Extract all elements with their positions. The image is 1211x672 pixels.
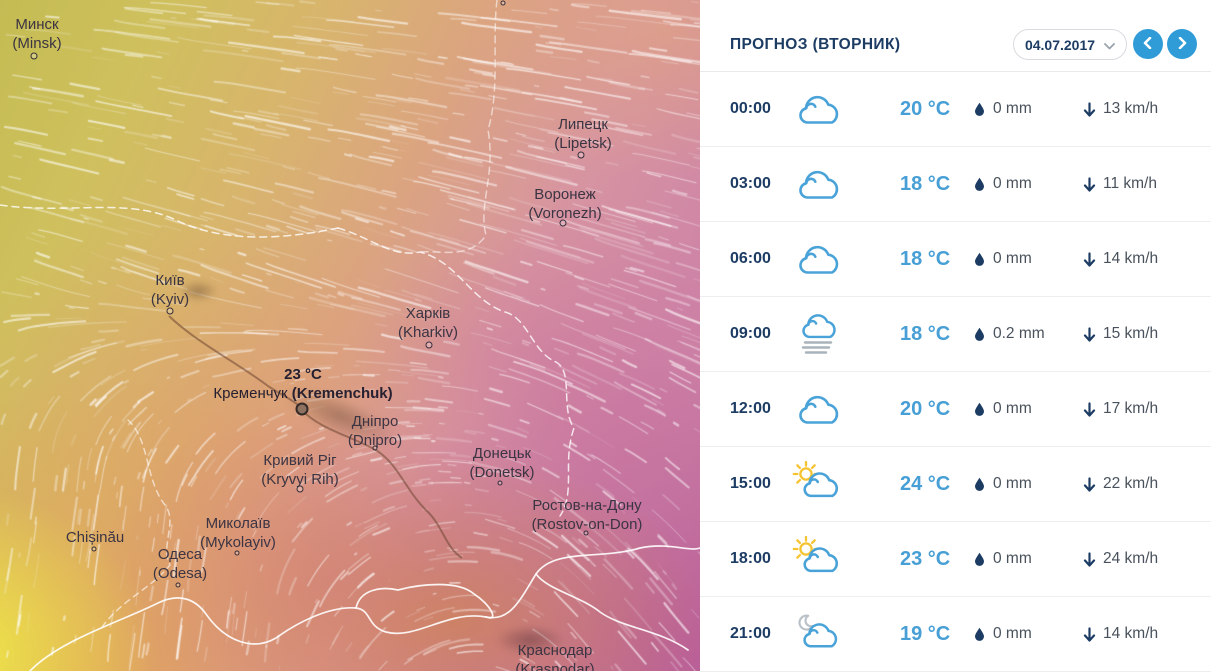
city-marker bbox=[91, 546, 97, 552]
cloud-icon bbox=[788, 154, 848, 214]
temperature-value: 24 °C bbox=[900, 472, 951, 495]
wind-direction-arrow-icon bbox=[1083, 101, 1096, 117]
precipitation-value: 0 mm bbox=[993, 100, 1032, 117]
chevron-right-icon bbox=[1177, 36, 1187, 52]
forecast-title: ПРОГНОЗ (ВТОРНИК) bbox=[730, 36, 901, 53]
chevron-left-icon bbox=[1143, 36, 1153, 52]
wind-speed-value: 14 km/h bbox=[1103, 625, 1159, 642]
sun-cloud-icon bbox=[788, 529, 848, 589]
temperature-value: 18 °C bbox=[900, 322, 951, 345]
precipitation-drop-icon bbox=[974, 102, 985, 116]
wind-direction-arrow-icon bbox=[1083, 401, 1096, 417]
precipitation-value: 0 mm bbox=[993, 175, 1032, 192]
city-marker bbox=[296, 485, 304, 493]
forecast-time: 15:00 bbox=[730, 475, 771, 492]
forecast-row: 00:00 20 °C 0 mm 13 km/h bbox=[700, 72, 1211, 147]
precipitation-drop-icon bbox=[974, 627, 985, 641]
next-day-button[interactable] bbox=[1167, 29, 1197, 59]
precipitation-drop-icon bbox=[974, 402, 985, 416]
wind-direction-arrow-icon bbox=[1083, 251, 1096, 267]
forecast-time: 21:00 bbox=[730, 625, 771, 642]
temperature-value: 18 °C bbox=[900, 172, 951, 195]
forecast-header: ПРОГНОЗ (ВТОРНИК) 04.07.2017 bbox=[700, 0, 1211, 72]
city-marker bbox=[166, 307, 174, 315]
wind-speed-value: 11 km/h bbox=[1103, 175, 1157, 192]
forecast-time: 12:00 bbox=[730, 400, 771, 417]
fog-cloud-icon bbox=[788, 304, 848, 364]
temperature-value: 18 °C bbox=[900, 247, 951, 270]
precipitation-value: 0 mm bbox=[993, 550, 1032, 567]
precipitation-drop-icon bbox=[974, 252, 985, 266]
forecast-row: 18:00 23 °C 0 mm 24 km/h bbox=[700, 522, 1211, 597]
city-marker bbox=[559, 219, 567, 227]
city-marker bbox=[497, 480, 503, 486]
city-marker bbox=[175, 582, 181, 588]
moon-cloud-icon bbox=[788, 604, 848, 664]
precipitation-drop-icon bbox=[974, 477, 985, 491]
cloud-icon bbox=[788, 379, 848, 439]
city-marker bbox=[372, 445, 378, 451]
temperature-value: 19 °C bbox=[900, 622, 951, 645]
wind-direction-arrow-icon bbox=[1083, 626, 1096, 642]
temperature-value: 20 °C bbox=[900, 397, 951, 420]
wind-speed-value: 14 km/h bbox=[1103, 250, 1159, 267]
date-value: 04.07.2017 bbox=[1024, 36, 1096, 53]
wind-speed-value: 17 km/h bbox=[1103, 400, 1159, 417]
temperature-value: 23 °C bbox=[900, 547, 951, 570]
forecast-time: 00:00 bbox=[730, 100, 771, 117]
precipitation-value: 0 mm bbox=[993, 625, 1032, 642]
forecast-time: 18:00 bbox=[730, 550, 771, 567]
forecast-row: 21:00 19 °C 0 mm 14 km/h bbox=[700, 597, 1211, 672]
cloud-icon bbox=[788, 79, 848, 139]
precipitation-value: 0 mm bbox=[993, 250, 1032, 267]
city-marker bbox=[295, 402, 309, 416]
sun-cloud-icon bbox=[788, 454, 848, 514]
wind-direction-arrow-icon bbox=[1083, 476, 1096, 492]
forecast-row: 03:00 18 °C 0 mm 11 km/h bbox=[700, 147, 1211, 222]
precipitation-value: 0 mm bbox=[993, 475, 1032, 492]
wind-speed-value: 15 km/h bbox=[1103, 325, 1159, 342]
wind-speed-value: 22 km/h bbox=[1103, 475, 1159, 492]
city-marker bbox=[577, 151, 585, 159]
wind-direction-arrow-icon bbox=[1083, 551, 1096, 567]
country-borders-layer bbox=[168, 315, 463, 559]
city-marker bbox=[30, 52, 38, 60]
precipitation-drop-icon bbox=[974, 177, 985, 191]
forecast-row: 15:00 24 °C 0 mm 22 km/h bbox=[700, 447, 1211, 522]
wind-speed-value: 24 km/h bbox=[1103, 550, 1159, 567]
precipitation-value: 0.2 mm bbox=[993, 325, 1045, 342]
wind-direction-arrow-icon bbox=[1083, 176, 1096, 192]
forecast-time: 09:00 bbox=[730, 325, 771, 342]
forecast-time: 06:00 bbox=[730, 250, 771, 267]
cloud-icon bbox=[788, 229, 848, 289]
chevron-down-icon bbox=[1104, 37, 1115, 53]
city-marker bbox=[425, 341, 433, 349]
forecast-panel: ПРОГНОЗ (ВТОРНИК) 04.07.2017 00:00 20 °C… bbox=[700, 0, 1211, 672]
temperature-value: 20 °C bbox=[900, 97, 951, 120]
city-marker bbox=[500, 0, 506, 6]
precipitation-drop-icon bbox=[974, 552, 985, 566]
dnipro-river bbox=[168, 315, 463, 559]
weather-map[interactable]: Минск (Minsk) Липецк (Lipetsk) Воронеж (Voron… bbox=[0, 0, 700, 671]
precipitation-drop-icon bbox=[974, 327, 985, 341]
forecast-row: 09:00 18 °C 0.2 mm 15 km/h bbox=[700, 297, 1211, 372]
wind-speed-value: 13 km/h bbox=[1103, 100, 1159, 117]
wind-direction-arrow-icon bbox=[1083, 326, 1096, 342]
date-selector[interactable]: 04.07.2017 bbox=[1013, 29, 1127, 60]
city-marker bbox=[234, 550, 240, 556]
forecast-row: 12:00 20 °C 0 mm 17 km/h bbox=[700, 372, 1211, 447]
forecast-row: 06:00 18 °C 0 mm 14 km/h bbox=[700, 222, 1211, 297]
city-marker bbox=[583, 530, 589, 536]
precipitation-value: 0 mm bbox=[993, 400, 1032, 417]
wind-streamlines-layer bbox=[0, 0, 700, 671]
forecast-rows: 00:00 20 °C 0 mm 13 km/h 03:00 18 °C 0 m… bbox=[700, 72, 1211, 672]
previous-day-button[interactable] bbox=[1133, 29, 1163, 59]
forecast-time: 03:00 bbox=[730, 175, 771, 192]
